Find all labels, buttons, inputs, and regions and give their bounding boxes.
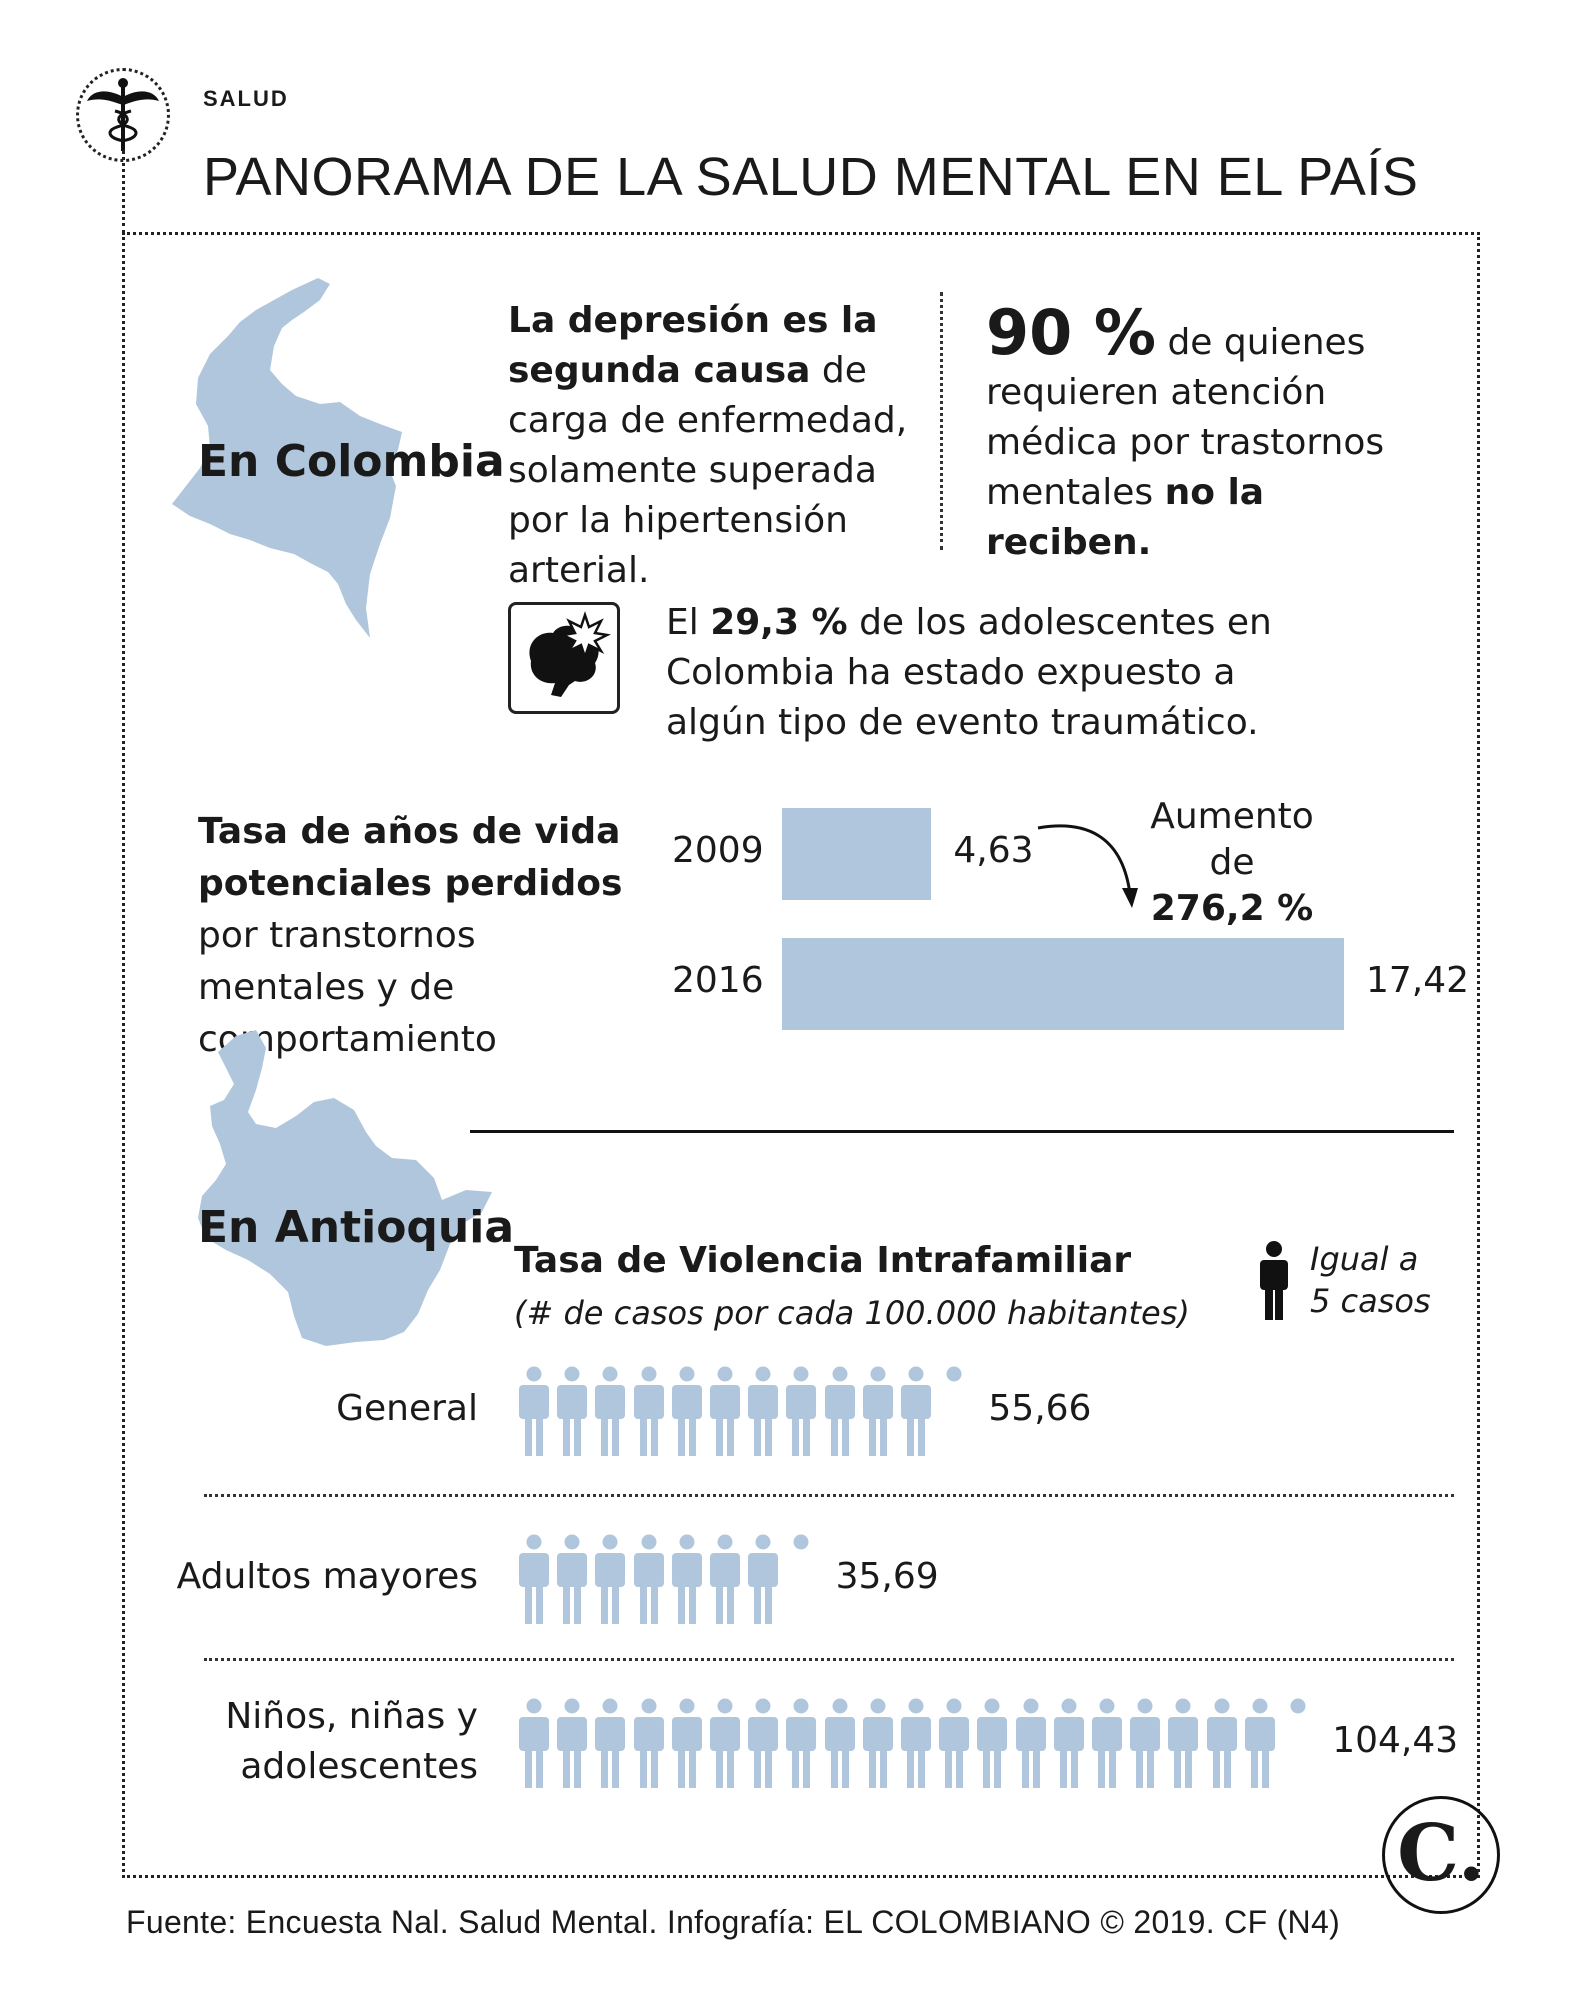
violence-value-label: 104,43 — [1332, 1720, 1459, 1761]
page-title: PANORAMA DE LA SALUD MENTAL EN EL PAÍS — [203, 147, 1419, 207]
person-icon — [710, 1534, 740, 1624]
violence-value-label: 35,69 — [835, 1556, 939, 1597]
trauma-pct: 29,3 % — [710, 602, 848, 643]
care-bold: no la reciben. — [986, 472, 1265, 563]
person-icon — [557, 1534, 588, 1624]
row-separator — [204, 1658, 1454, 1661]
violence-category-label: Niños, niñas y — [225, 1696, 478, 1737]
person-icon — [786, 1698, 817, 1788]
person-icon — [671, 1534, 702, 1624]
increase-label: Aumento de — [1150, 796, 1314, 883]
yll-category-label: 2016 — [672, 960, 764, 1001]
yll-label: Tasa de años de vida potenciales perdido… — [198, 806, 638, 1066]
person-icon — [595, 1698, 626, 1788]
legend-line1: Igual a — [1310, 1240, 1419, 1278]
person-icon — [786, 1366, 817, 1456]
person-icon — [710, 1698, 740, 1788]
el-colombiano-logo: C. — [1382, 1796, 1500, 1914]
violence-value-label: 55,66 — [988, 1388, 1092, 1429]
care-text: 90 % de quienes requieren atención médic… — [986, 302, 1426, 568]
person-icon — [862, 1698, 893, 1788]
person-icon — [557, 1698, 588, 1788]
person-icon — [710, 1366, 740, 1456]
violence-chart-subtitle: (# de casos por cada 100.000 habitantes) — [514, 1294, 1190, 1332]
antioquia-map-icon — [198, 1030, 492, 1346]
region-colombia: En Colombia — [198, 436, 505, 487]
person-icon — [595, 1366, 626, 1456]
violence-chart-title: Tasa de Violencia Intrafamiliar — [514, 1240, 1132, 1281]
column-divider — [940, 292, 943, 550]
person-icon — [1290, 1698, 1306, 1714]
content-frame — [122, 232, 1480, 1878]
person-icon — [1244, 1698, 1275, 1788]
person-icon — [1130, 1698, 1161, 1788]
footer-source: Fuente: Encuesta Nal. Salud Mental. Info… — [126, 1904, 1341, 1940]
person-icon — [1053, 1698, 1084, 1788]
arrow-icon — [1037, 824, 1138, 908]
trauma-rest: de los adolescentes en Colombia ha estad… — [666, 602, 1272, 743]
increase-value: 276,2 % — [1150, 888, 1314, 929]
person-icon — [748, 1534, 779, 1624]
colombia-map-icon — [172, 278, 402, 638]
person-icon — [862, 1366, 893, 1456]
person-icon — [946, 1366, 962, 1382]
person-icon — [1015, 1698, 1046, 1788]
depression-rest: de carga de enfermedad, solamente supera… — [508, 350, 908, 591]
violence-category-label: General — [336, 1388, 478, 1429]
yll-bar — [782, 938, 1344, 1030]
yll-label-bold: Tasa de años de vida potenciales perdido… — [198, 811, 623, 904]
region-antioquia: En Antioquia — [198, 1202, 515, 1253]
legend-line2: 5 casos — [1310, 1282, 1431, 1320]
person-icon — [1092, 1698, 1122, 1788]
person-icon — [519, 1698, 549, 1788]
person-icon — [1168, 1698, 1199, 1788]
row-separator — [204, 1494, 1454, 1497]
person-icon — [748, 1698, 779, 1788]
care-pct: 90 % — [986, 296, 1156, 369]
person-icon — [901, 1698, 931, 1788]
legend-person-icon — [1260, 1241, 1288, 1320]
yll-category-label: 2009 — [672, 830, 764, 871]
person-icon — [519, 1534, 549, 1624]
person-icon — [824, 1366, 855, 1456]
trauma-pre: El — [666, 602, 711, 643]
person-icon — [633, 1366, 664, 1456]
person-icon — [633, 1698, 664, 1788]
legend-text: Igual a 5 casos — [1310, 1238, 1431, 1322]
section-divider — [470, 1130, 1454, 1133]
person-icon — [901, 1366, 931, 1456]
person-icon — [671, 1698, 702, 1788]
brain-explosion-icon — [508, 602, 620, 714]
violence-category-label: Adultos mayores — [176, 1556, 478, 1597]
person-icon — [939, 1698, 970, 1788]
person-icon — [557, 1366, 588, 1456]
depression-bold: La depresión es la segunda causa — [508, 300, 878, 391]
person-icon — [824, 1698, 855, 1788]
person-icon — [977, 1698, 1008, 1788]
yll-bar — [782, 808, 932, 900]
person-icon — [595, 1534, 626, 1624]
person-icon — [793, 1534, 809, 1550]
caduceus-icon — [76, 68, 170, 162]
person-icon — [519, 1366, 549, 1456]
person-icon — [748, 1366, 779, 1456]
care-mid: de quienes requieren atención médica por… — [986, 322, 1385, 513]
yll-value-label: 17,42 — [1366, 960, 1470, 1001]
yll-value-label: 4,63 — [953, 830, 1034, 871]
section-label: SALUD — [203, 86, 289, 111]
violence-category-label: adolescentes — [240, 1746, 478, 1787]
person-icon — [671, 1366, 702, 1456]
trauma-text: El 29,3 % de los adolescentes en Colombi… — [666, 598, 1306, 748]
person-icon — [633, 1534, 664, 1624]
person-icon — [1206, 1698, 1237, 1788]
depression-text: La depresión es la segunda causa de carg… — [508, 296, 938, 596]
increase-annotation: Aumento de 276,2 % — [1124, 794, 1340, 932]
